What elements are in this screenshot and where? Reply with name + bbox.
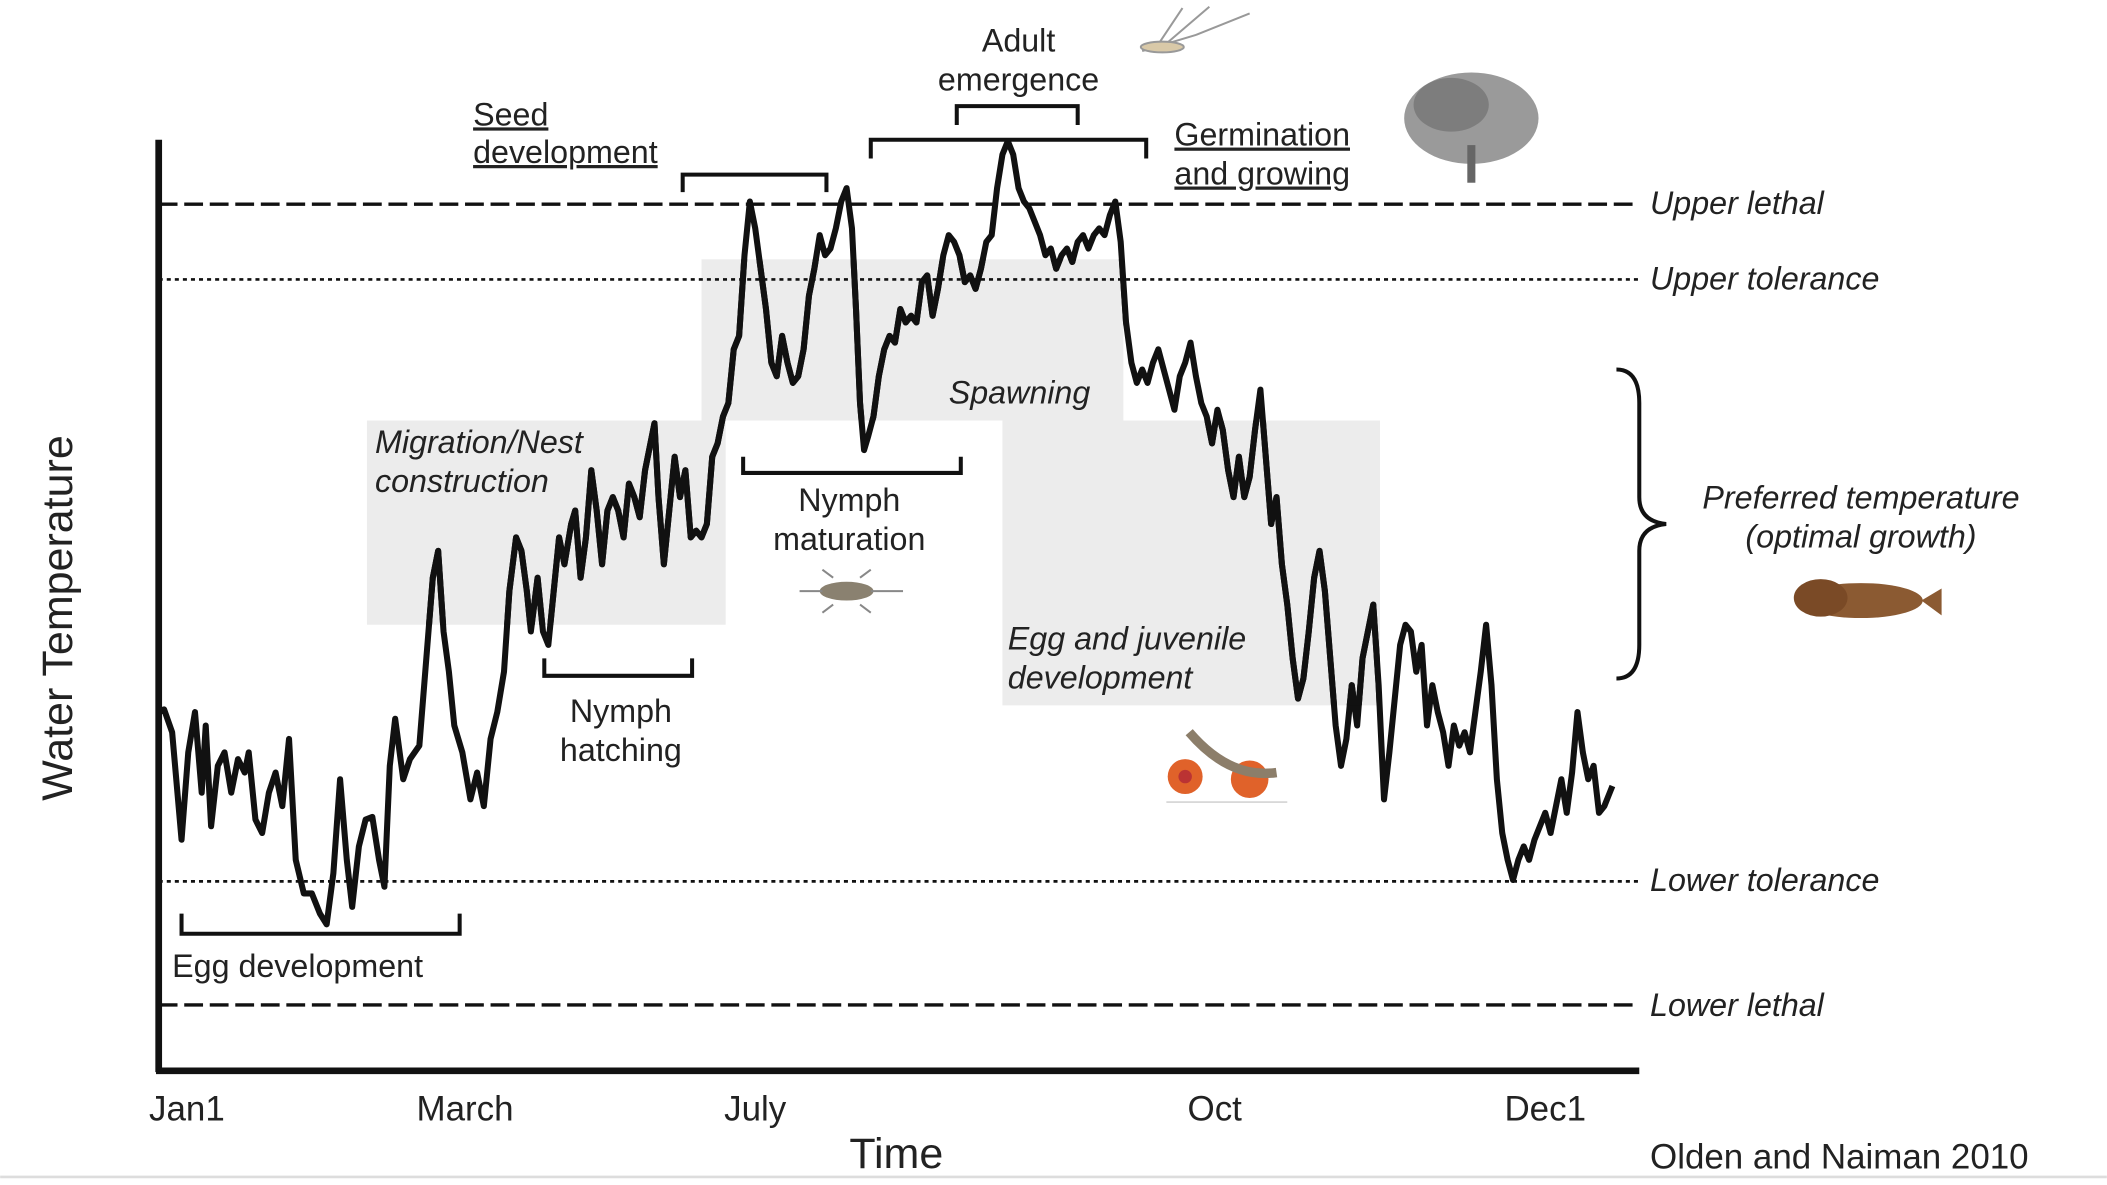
annotation: Nymph: [570, 693, 672, 729]
x-tick-label: Jan1: [149, 1089, 225, 1128]
annotation: Egg and juvenile: [1008, 620, 1246, 656]
x-tick-label: July: [724, 1089, 787, 1128]
annotation: Germination: [1174, 117, 1350, 153]
x-axis-title: Time: [849, 1130, 943, 1178]
annotation: emergence: [938, 61, 1099, 97]
icons: [799, 5, 1942, 803]
annotation: maturation: [773, 521, 925, 557]
annotation: development: [473, 134, 658, 170]
annotation: and growing: [1174, 156, 1350, 192]
annotation: Egg development: [172, 948, 423, 984]
threshold-label: Upper tolerance: [1650, 260, 1879, 296]
threshold-lines: [158, 202, 1640, 1007]
annotation: Nymph: [798, 482, 900, 518]
threshold-label: Lower tolerance: [1650, 862, 1879, 898]
annotation: Seed: [473, 96, 548, 132]
annotation: Spawning: [949, 375, 1091, 411]
x-tick-label: Dec1: [1504, 1089, 1586, 1128]
y-axis-title: Water Temperature: [34, 435, 82, 801]
credit: Olden and Naiman 2010: [1650, 1138, 2029, 1177]
brackets: [179, 104, 1667, 936]
annotation: development: [1008, 659, 1195, 695]
annotation: (optimal growth): [1745, 518, 1976, 554]
annotation: Adult: [982, 23, 1056, 59]
annotation: hatching: [560, 732, 682, 768]
annotation: Preferred temperature: [1702, 479, 2019, 515]
threshold-label: Upper lethal: [1650, 185, 1825, 221]
threshold-label: Lower lethal: [1650, 987, 1825, 1023]
annotation: Migration/Nest: [375, 424, 585, 460]
annotation: construction: [375, 463, 549, 499]
x-tick-label: Oct: [1188, 1089, 1243, 1128]
x-tick-label: March: [417, 1089, 514, 1128]
